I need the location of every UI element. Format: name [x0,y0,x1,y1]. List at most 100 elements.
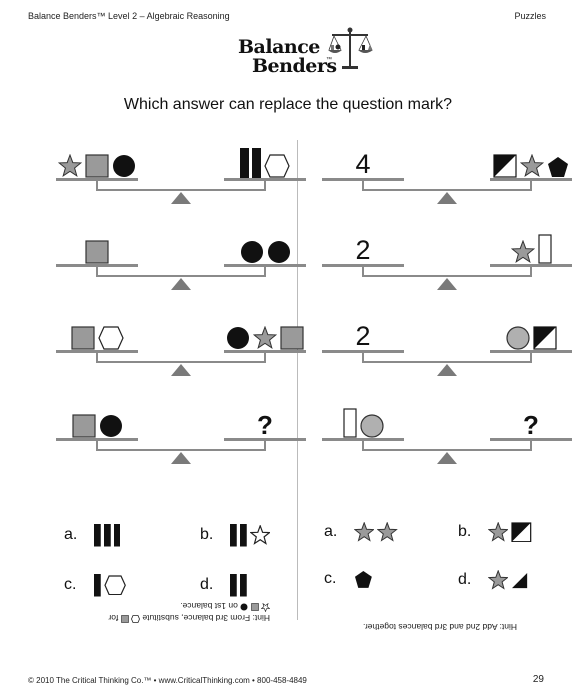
square-icon [85,240,109,264]
left-pan: 2 [322,237,404,264]
answer-shapes [354,570,373,589]
diagonal-square-icon [511,522,531,542]
star-icon [354,522,374,542]
square-icon [280,326,304,350]
balance-scale: ? [56,410,306,470]
answer-option[interactable]: b. [458,522,532,542]
gray-circle-icon [360,414,384,438]
page-number: 29 [533,674,544,685]
hexagon-icon [264,154,290,178]
question-mark: ? [523,412,539,438]
right-pan: ? [490,412,572,438]
balance-scale: ? [322,410,572,470]
left-hint-line1: Hint: From 3rd balance, substitute [142,613,270,623]
answer-label: c. [324,570,346,588]
right-pan [490,326,572,350]
star-icon [511,240,535,264]
balance-scale [56,150,306,210]
hint-star-icon [261,603,270,612]
question-mark: ? [257,412,273,438]
pentagon-icon [354,570,373,589]
pentagon-icon [547,156,569,178]
balance-scale [56,322,306,382]
crossbar [362,361,532,363]
answer-option[interactable]: a. [324,522,398,542]
fulcrum-triangle [171,192,191,204]
diagonal-square-icon [493,154,517,178]
answer-shapes [230,524,270,547]
star-outline-icon [250,525,270,545]
weight-number: 4 [355,151,370,178]
circle-icon [267,240,291,264]
header-section: Puzzles [514,11,546,21]
answer-shapes [488,522,532,542]
left-pan [56,154,138,178]
answer-option[interactable]: d. [458,570,528,590]
bar-icon [240,524,247,547]
star-icon [58,154,82,178]
answer-shapes [488,570,528,590]
diagonal-square-icon [533,326,557,350]
answer-label: a. [64,526,86,544]
hint-hexagon-icon [131,615,140,623]
crossbar [96,189,266,191]
crossbar [362,189,532,191]
hint-circle-icon [240,603,248,611]
right-hint-text: Hint: Add 2nd and 3rd balances together. [363,622,517,632]
fulcrum-triangle [437,278,457,290]
balance-scale: 2 [322,236,572,296]
question-text: Which answer can replace the question ma… [0,96,576,114]
triangle-icon [511,572,528,589]
square-icon [72,414,96,438]
answer-label: b. [200,526,222,544]
left-pan [56,240,138,264]
answer-option[interactable]: c. [324,570,373,589]
balance-scale: 4 [322,150,572,210]
fulcrum-triangle [437,192,457,204]
left-pan [56,414,138,438]
bar-icon [104,524,111,547]
fulcrum-triangle [437,364,457,376]
left-hint: Hint: From 3rd balance, substitute for o… [40,594,270,624]
balance-scale [56,236,306,296]
answer-option[interactable]: a. [64,524,120,547]
right-pan [490,154,572,178]
bar-icon [240,148,249,178]
circle-icon [112,154,136,178]
balance-scale: 2 [322,322,572,382]
answer-label: a. [324,523,346,541]
logo-line2: Benders [252,57,337,76]
left-pan: 2 [322,323,404,350]
crossbar [362,449,532,451]
answer-option[interactable]: b. [200,524,270,547]
balance-benders-logo: Balance Benders ™ [238,26,378,74]
bar-icon [230,524,237,547]
tall-rect-icon [343,408,357,438]
circle-icon [99,414,123,438]
footer-copyright: © 2010 The Critical Thinking Co.™ • www.… [28,676,307,685]
star-icon [488,522,508,542]
right-pan [224,240,306,264]
left-pan: 4 [322,151,404,178]
left-pan [322,408,404,438]
right-pan [224,326,306,350]
hint-square-icon [121,615,129,623]
star-icon [520,154,544,178]
square-icon [71,326,95,350]
star-icon [253,326,277,350]
crossbar [362,275,532,277]
scale-logo-icon [326,26,374,70]
gray-circle-icon [506,326,530,350]
right-pan [224,148,306,178]
fulcrum-triangle [171,452,191,464]
crossbar [96,449,266,451]
star-icon [488,570,508,590]
crossbar [96,361,266,363]
right-pan [490,234,572,264]
left-hint-line2: on 1st balance. [180,601,238,611]
star-icon [377,522,397,542]
crossbar [96,275,266,277]
circle-icon [226,326,250,350]
fulcrum-triangle [171,364,191,376]
hexagon-icon [104,575,126,595]
